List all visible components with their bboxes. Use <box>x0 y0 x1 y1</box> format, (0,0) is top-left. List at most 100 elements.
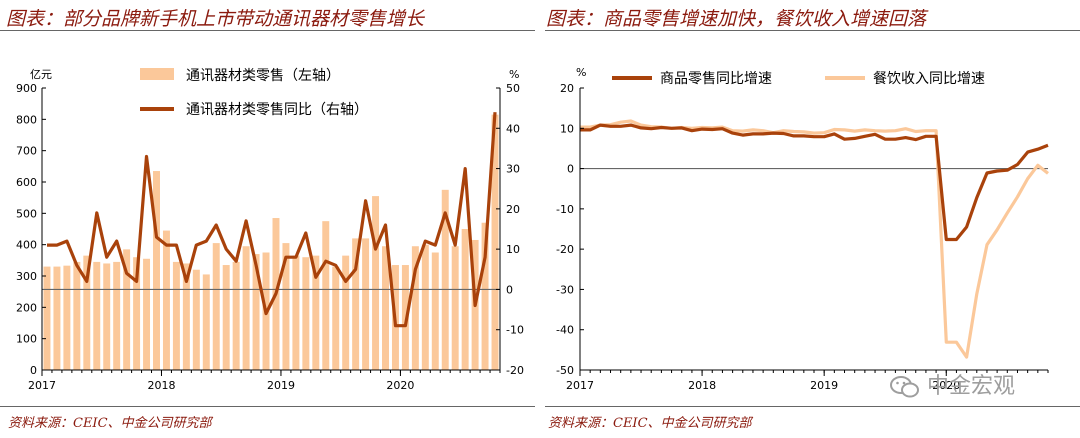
x-tick-label: 2019 <box>267 379 295 392</box>
bar-retail-14 <box>182 263 190 370</box>
bar-retail-4 <box>83 255 91 370</box>
y-left-tick-label: 600 <box>16 176 37 189</box>
bar-retail-18 <box>222 265 230 370</box>
y-left-tick-label: 300 <box>16 270 37 283</box>
y-tick-label: -30 <box>556 283 574 296</box>
bar-retail-16 <box>202 274 210 370</box>
bar-retail-33 <box>372 196 380 370</box>
bar-retail-24 <box>282 243 290 370</box>
bar-retail-3 <box>73 261 81 370</box>
y-right-tick-label: 10 <box>506 243 520 256</box>
y-unit: % <box>576 66 586 79</box>
bar-retail-44 <box>481 222 489 370</box>
y-left-tick-label: 500 <box>16 207 37 220</box>
y-right-tick-label: 20 <box>506 203 520 216</box>
bar-retail-29 <box>332 266 340 370</box>
legend-label-goods-retail: 商品零售同比增速 <box>660 71 772 87</box>
y-right-tick-label: 30 <box>506 163 520 176</box>
y-right-tick-label: 50 <box>506 82 520 95</box>
y-tick-label: 10 <box>560 122 574 135</box>
y-left-tick-label: 0 <box>30 364 37 377</box>
y-left-tick-label: 800 <box>16 113 37 126</box>
bar-retail-21 <box>252 254 260 370</box>
legend-label-line: 通讯器材类零售同比（右轴） <box>186 102 368 118</box>
bar-retail-26 <box>302 257 310 370</box>
bar-retail-7 <box>113 261 121 370</box>
bar-retail-8 <box>123 249 131 370</box>
y-tick-label: -20 <box>556 243 574 256</box>
x-tick-label: 2020 <box>386 379 414 392</box>
bar-retail-12 <box>162 230 170 370</box>
bar-retail-11 <box>153 171 160 370</box>
x-tick-label: 2020 <box>932 379 960 392</box>
right-source-rule <box>545 406 1080 407</box>
watermark: 中金宏观 <box>890 368 1015 400</box>
series-line-catering <box>580 119 1049 359</box>
bar-retail-0 <box>43 266 51 370</box>
y-tick-label: -50 <box>556 364 574 377</box>
right-source: 资料来源：CEIC、中金公司研究部 <box>548 416 752 431</box>
bar-retail-32 <box>362 238 370 370</box>
bar-retail-38 <box>421 244 429 370</box>
y-right-tick-label: -20 <box>506 364 524 377</box>
right-chart-title: 图表：商品零售增速加快，餐饮收入增速回落 <box>546 8 927 30</box>
bar-retail-28 <box>322 221 330 370</box>
bar-retail-17 <box>212 243 220 370</box>
bar-retail-2 <box>63 265 71 370</box>
bar-retail-39 <box>431 252 439 370</box>
y-tick-label: -10 <box>556 203 574 216</box>
bar-retail-42 <box>461 229 469 370</box>
y-left-tick-label: 400 <box>16 239 37 252</box>
series-line-goods-retail <box>580 123 1049 242</box>
right-panel: 图表：商品零售增速加快，餐饮收入增速回落 -50 -40 -30 -20 -10 0 10 2… <box>540 0 1080 438</box>
bar-retail-5 <box>93 261 101 370</box>
bar-retail-41 <box>451 246 459 370</box>
x-tick-label: 2018 <box>147 379 175 392</box>
y-right-unit: % <box>509 68 519 81</box>
left-source: 资料来源：CEIC、中金公司研究部 <box>8 416 212 431</box>
bar-retail-1 <box>53 266 61 370</box>
y-left-tick-label: 900 <box>16 82 37 95</box>
wechat-icon <box>890 374 927 399</box>
bar-retail-37 <box>411 246 419 370</box>
series-line-retail-yoy <box>47 112 497 328</box>
bar-retail-6 <box>103 263 111 370</box>
y-tick-label: 0 <box>567 163 574 176</box>
bar-retail-45 <box>491 114 499 370</box>
legend-swatch-bar <box>140 68 174 80</box>
left-source-rule <box>0 406 535 407</box>
y-right-tick-label: 0 <box>506 283 513 296</box>
left-chart: 0 100 200 300 400 500 600 700 800 900 -20 -10 0 10 20 3… <box>16 68 524 392</box>
left-panel: 图表：部分品牌新手机上市带动通讯器材零售增长 0 100 200 300 400 500 6… <box>0 8 535 431</box>
y-right-tick-label: -10 <box>506 324 524 337</box>
bar-retail-34 <box>382 246 389 370</box>
right-title-rule <box>545 30 1080 31</box>
y-tick-label: 20 <box>560 82 574 95</box>
y-left-tick-label: 100 <box>16 333 37 346</box>
bar-retail-9 <box>133 257 141 370</box>
x-tick-label: 2018 <box>688 379 716 392</box>
y-left-tick-label: 200 <box>16 301 37 314</box>
bar-retail-20 <box>242 246 250 370</box>
x-tick-label: 2019 <box>810 379 838 392</box>
y-right-tick-label: 40 <box>506 122 520 135</box>
left-title-rule <box>0 30 535 31</box>
y-left-unit: 亿元 <box>30 68 52 81</box>
watermark-text: 中金宏观 <box>927 374 1016 399</box>
legend-label-bar: 通讯器材类零售（左轴） <box>186 68 340 84</box>
legend-label-catering: 餐饮收入同比增速 <box>873 71 985 87</box>
bar-retail-15 <box>192 269 200 370</box>
y-tick-label: -40 <box>556 324 574 337</box>
y-left-tick-label: 700 <box>16 145 37 158</box>
bar-retail-19 <box>232 261 240 370</box>
x-tick-label: 2017 <box>28 379 56 392</box>
bar-retail-13 <box>172 261 180 370</box>
bar-retail-31 <box>352 238 360 370</box>
bar-retail-27 <box>312 255 320 370</box>
right-chart: -50 -40 -30 -20 -10 0 10 20 2017 2018 2019 2020% 商品零… <box>556 66 1049 392</box>
bar-retail-40 <box>441 189 449 370</box>
x-tick-label: 2017 <box>566 379 594 392</box>
bar-retail-30 <box>342 255 350 370</box>
left-chart-title: 图表：部分品牌新手机上市带动通讯器材零售增长 <box>6 8 425 30</box>
bar-retail-10 <box>143 258 151 370</box>
